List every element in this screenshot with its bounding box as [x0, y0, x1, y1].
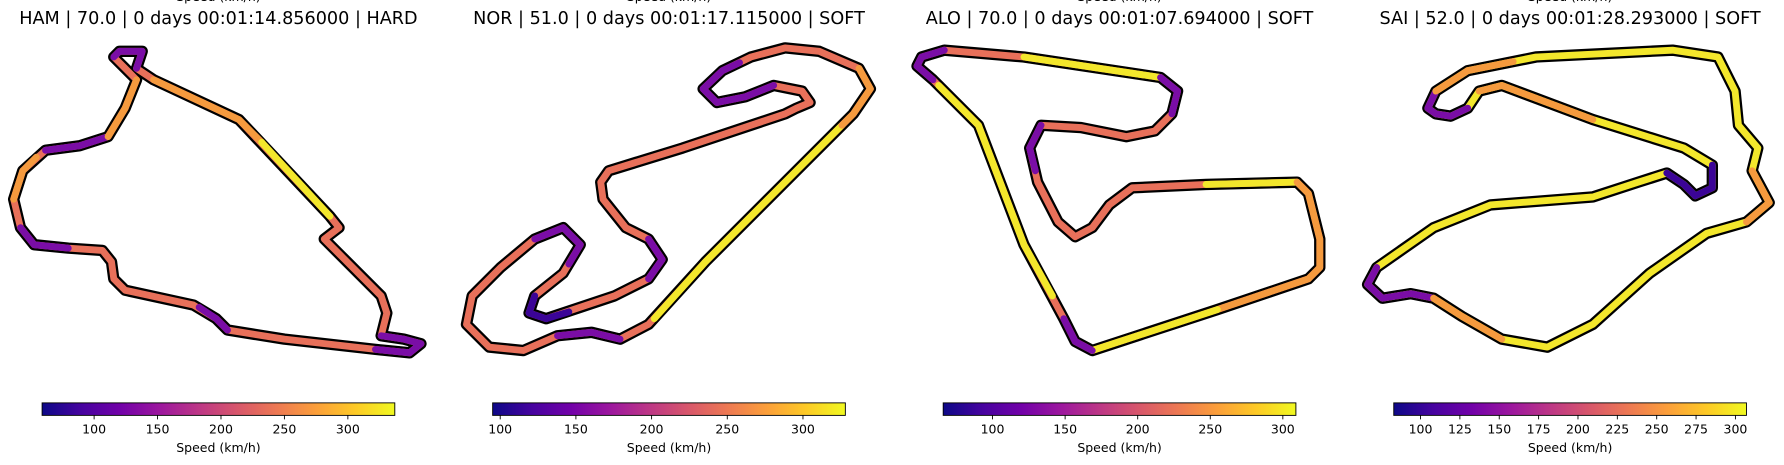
chart-title: SAI | 52.0 | 0 days 00:01:28.293000 | SO…: [1380, 9, 1761, 29]
colorbar-tick-label: 225: [1605, 422, 1629, 437]
colorbar-tick-label: 250: [715, 422, 739, 437]
colorbar-tick-label: 300: [1271, 422, 1295, 437]
colorbar-tick-label: 100: [82, 422, 106, 437]
colorbar: [492, 402, 846, 416]
colorbar-label-clipped: Speed (km/h): [1528, 0, 1612, 4]
colorbar-tick-label: 175: [1527, 422, 1551, 437]
colorbar-tick-label: 100: [981, 422, 1005, 437]
chart-title: ALO | 70.0 | 0 days 00:01:07.694000 | SO…: [926, 9, 1314, 29]
colorbar-tick-label: 300: [1724, 422, 1748, 437]
colorbar-tick-label: 200: [1566, 422, 1590, 437]
colorbar-label: Speed (km/h): [176, 440, 260, 455]
track-nor: [460, 42, 877, 357]
colorbar-tick-label: 300: [791, 422, 815, 437]
colorbar-tick-label: 300: [336, 422, 360, 437]
colorbars: HAM | 70.0 | 0 days 00:01:14.856000 | HA…: [19, 0, 1761, 455]
colorbar-tick-label: 100: [488, 422, 512, 437]
colorbar-tick-label: 150: [1053, 422, 1077, 437]
colorbar-label-clipped: Speed (km/h): [176, 0, 260, 4]
colorbar-tick-label: 150: [564, 422, 588, 437]
colorbar-tick-label: 200: [1126, 422, 1150, 437]
colorbar-tick-label: 125: [1448, 422, 1472, 437]
track-alo: [911, 44, 1326, 357]
colorbar-tick-label: 200: [640, 422, 664, 437]
track-sai: [1361, 44, 1775, 353]
colorbar-tick-label: 250: [272, 422, 296, 437]
colorbar-tick-label: 150: [1487, 422, 1511, 437]
colorbar-tick-label: 250: [1198, 422, 1222, 437]
colorbar-tick-label: 200: [209, 422, 233, 437]
track-ham: [7, 45, 427, 359]
colorbar: [942, 402, 1297, 416]
chart-title: NOR | 51.0 | 0 days 00:01:17.115000 | SO…: [473, 9, 865, 29]
colorbar-label: Speed (km/h): [1528, 440, 1612, 455]
colorbar-tick-label: 250: [1645, 422, 1669, 437]
colorbar-label-clipped: Speed (km/h): [1077, 0, 1161, 4]
colorbar: [1393, 402, 1747, 416]
colorbar-label: Speed (km/h): [1077, 440, 1161, 455]
colorbar-tick-label: 150: [146, 422, 170, 437]
colorbar-label: Speed (km/h): [627, 440, 711, 455]
chart-title: HAM | 70.0 | 0 days 00:01:14.856000 | HA…: [19, 9, 417, 29]
colorbar-tick-label: 100: [1409, 422, 1433, 437]
colorbar-label-clipped: Speed (km/h): [627, 0, 711, 4]
colorbar: [41, 402, 396, 416]
colorbar-tick-label: 275: [1684, 422, 1708, 437]
